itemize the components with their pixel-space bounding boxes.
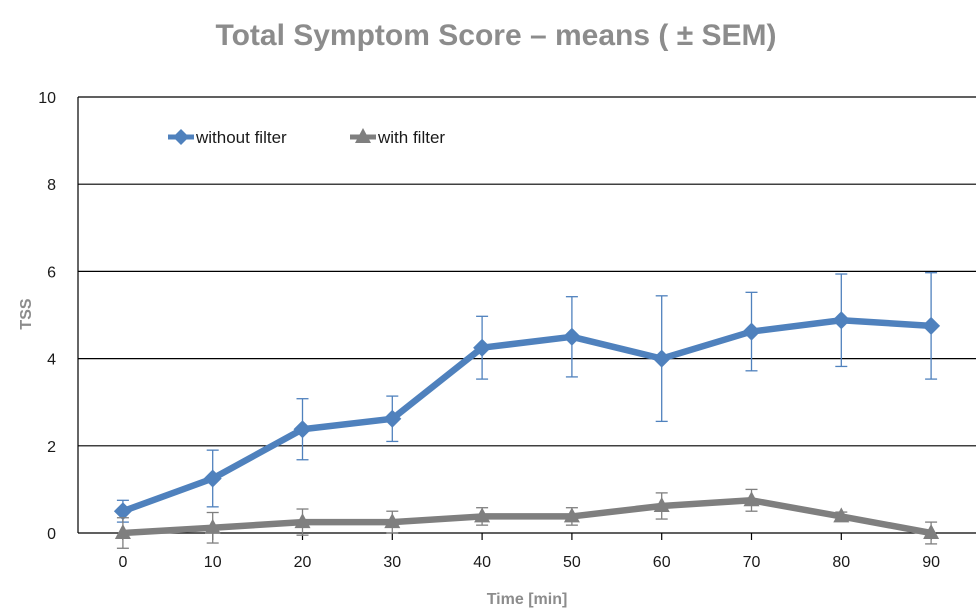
legend-item-with-filter: with filter xyxy=(350,128,445,147)
data-point xyxy=(562,327,581,346)
data-point xyxy=(563,507,580,523)
data-point xyxy=(922,316,941,335)
legend-marker-triangle xyxy=(355,128,371,143)
series-with-filter xyxy=(114,488,940,549)
y-axis-title: TSS xyxy=(18,298,35,329)
chart-title: Total Symptom Score – means ( ± SEM) xyxy=(215,19,776,52)
data-point xyxy=(653,496,670,512)
x-tick-label: 40 xyxy=(473,554,491,571)
x-tick-label: 90 xyxy=(922,554,940,571)
y-tick-label: 2 xyxy=(47,439,56,456)
x-tick-label: 30 xyxy=(383,554,401,571)
x-axis-ticks: 0 10 20 30 40 50 60 70 80 90 xyxy=(118,533,940,571)
gridlines xyxy=(77,96,976,534)
series-without-filter xyxy=(113,272,941,523)
x-tick-label: 80 xyxy=(832,554,850,571)
x-tick-label: 60 xyxy=(653,554,671,571)
legend-item-without-filter: without filter xyxy=(168,128,287,147)
x-tick-label: 20 xyxy=(294,554,312,571)
data-point xyxy=(203,469,222,488)
legend-label-without-filter: without filter xyxy=(195,128,287,147)
data-point xyxy=(743,491,760,507)
series-layer xyxy=(113,272,941,549)
series-line xyxy=(119,497,935,537)
data-point xyxy=(294,513,311,529)
y-tick-label: 10 xyxy=(38,90,56,107)
legend-label-with-filter: with filter xyxy=(377,128,445,147)
y-tick-label: 8 xyxy=(47,177,56,194)
y-tick-label: 6 xyxy=(47,264,56,281)
data-point xyxy=(473,338,492,357)
x-tick-label: 10 xyxy=(204,554,222,571)
data-point xyxy=(204,518,221,534)
y-tick-label: 4 xyxy=(47,352,56,369)
data-point xyxy=(742,322,761,341)
data-point xyxy=(474,507,491,523)
x-tick-label: 70 xyxy=(743,554,761,571)
data-point xyxy=(652,349,671,368)
data-point xyxy=(293,420,312,439)
y-axis-ticks: 0 2 4 6 8 10 xyxy=(38,90,56,543)
x-axis-title: Time [min] xyxy=(487,591,568,608)
data-point xyxy=(114,524,131,539)
data-point xyxy=(923,524,940,539)
legend-marker-diamond xyxy=(173,129,189,145)
data-point xyxy=(833,507,850,523)
data-point xyxy=(383,409,402,428)
data-point xyxy=(384,513,401,529)
x-tick-label: 0 xyxy=(118,554,127,571)
data-point xyxy=(113,502,132,521)
legend: without filter with filter xyxy=(168,128,445,147)
x-tick-label: 50 xyxy=(563,554,581,571)
series-line xyxy=(119,316,935,515)
data-point xyxy=(832,311,851,330)
y-tick-label: 0 xyxy=(47,526,56,543)
